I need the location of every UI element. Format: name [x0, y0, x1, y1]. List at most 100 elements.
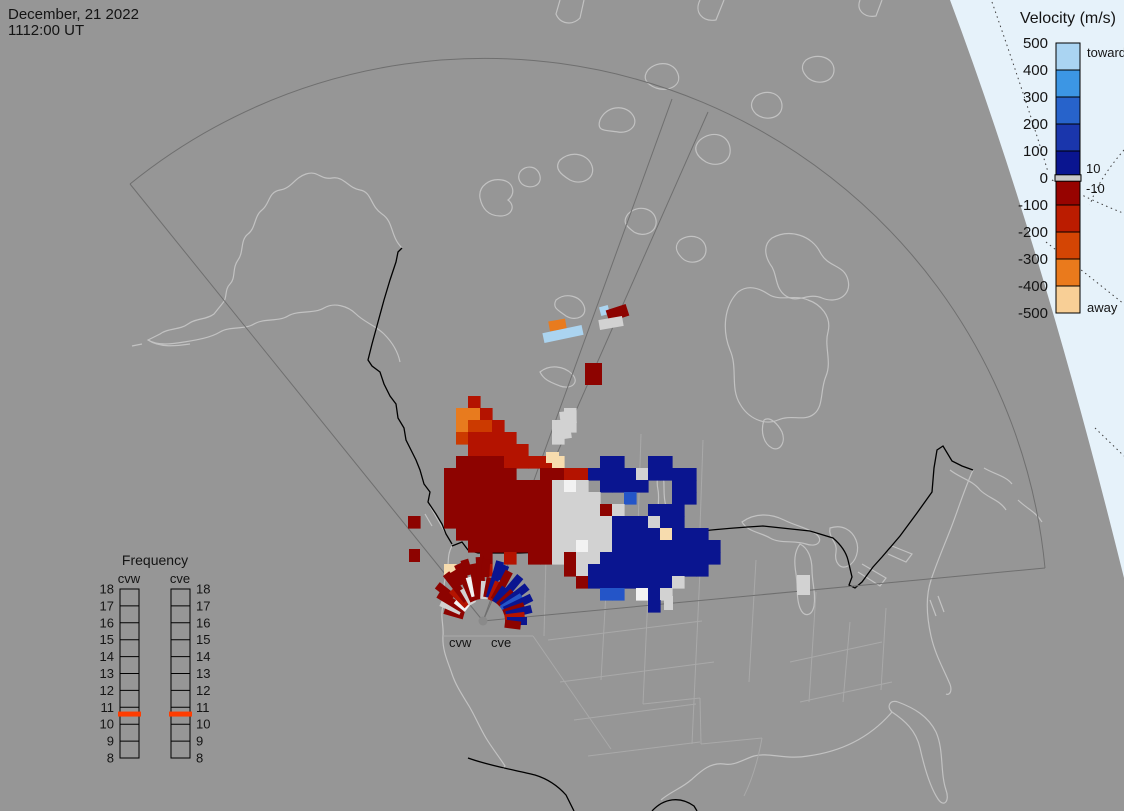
velocity-cell [576, 552, 589, 565]
arctic-island [479, 179, 514, 217]
velocity-cell [600, 564, 613, 577]
velocity-cell [480, 504, 493, 517]
velocity-cell [696, 564, 709, 577]
velocity-cell [444, 516, 457, 529]
arctic-island [644, 63, 680, 90]
velocity-cell [612, 540, 625, 553]
velocity-cell [612, 552, 625, 565]
velocity-cell [552, 528, 565, 541]
velocity-cell [456, 480, 469, 493]
pacific-coast [441, 545, 506, 770]
texas-gulf-coast [651, 799, 698, 811]
velocity-cell [408, 516, 421, 529]
velocity-cell [492, 540, 505, 553]
velocity-cell [600, 552, 613, 565]
velocity-cell [492, 516, 505, 529]
velocity-cell [480, 480, 493, 493]
velocity-legend: Velocity (m/s) 500 400 300 200 100 0 -100 -200 -… [1018, 10, 1124, 322]
velocity-cell [504, 468, 517, 481]
velocity-cell [480, 420, 493, 433]
velocity-tick-label: 200 [1023, 116, 1048, 133]
frequency-tick-label: 9 [196, 734, 203, 749]
velocity-cell [564, 540, 577, 553]
velocity-cell [600, 504, 613, 517]
velocity-cell [528, 552, 541, 565]
velocity-tick-label: -300 [1018, 251, 1048, 268]
velocity-colorbar-segment [1055, 285, 1081, 314]
near-range-streaks-layer [434, 556, 534, 630]
velocity-cell [540, 468, 553, 481]
velocity-cell [552, 540, 565, 553]
alaska-yukon-border [367, 247, 453, 545]
velocity-colorbar-segment [1055, 42, 1081, 71]
frequency-tick-label: 9 [107, 734, 114, 749]
baffin-island [765, 233, 850, 301]
velocity-cell [600, 456, 613, 469]
velocity-cell [456, 504, 469, 517]
velocity-cell [636, 480, 649, 493]
velocity-cell [636, 552, 649, 565]
fov-outer-arc [129, 57, 1046, 569]
velocity-cell [612, 528, 625, 541]
velocity-cell [636, 576, 649, 589]
alaska-coastline [146, 172, 403, 363]
velocity-cell [576, 468, 589, 481]
top-edge-island [555, 0, 585, 24]
lake-ontario [887, 545, 913, 563]
frequency-tick-label: 12 [100, 683, 114, 698]
velocity-tick-label: -400 [1018, 278, 1048, 295]
fov-left-edge [129, 183, 484, 622]
frequency-tick-label: 8 [107, 751, 114, 766]
velocity-cell [636, 468, 649, 481]
velocity-cell [456, 492, 469, 505]
velocity-cell [456, 432, 469, 445]
velocity-cell [548, 318, 567, 332]
velocity-cell [672, 504, 685, 517]
frequency-legend-title: Frequency [122, 552, 188, 568]
velocity-cell [797, 575, 810, 595]
velocity-cell [552, 468, 565, 481]
velocity-cell [672, 492, 685, 505]
velocity-cell [559, 409, 577, 426]
velocity-cell [564, 492, 577, 505]
velocity-cell [492, 456, 505, 469]
frequency-tick-label: 11 [101, 700, 115, 715]
velocity-cell [576, 504, 589, 517]
velocity-cell [576, 564, 589, 577]
velocity-cell [468, 444, 481, 457]
velocity-cell [504, 504, 517, 517]
arctic-island [675, 235, 707, 263]
velocity-cell [516, 492, 529, 505]
velocity-tick-label: 100 [1023, 143, 1048, 160]
frequency-tick-label: 8 [196, 751, 203, 766]
velocity-cell [542, 324, 584, 344]
near-range-streak [495, 563, 510, 582]
arctic-island [750, 91, 783, 119]
velocity-cell [540, 504, 553, 517]
state-border [547, 620, 703, 641]
velocity-cell [504, 492, 517, 505]
velocity-cell [648, 540, 661, 553]
velocity-cell [480, 456, 493, 469]
velocity-cell [612, 504, 625, 517]
velocity-cell [468, 456, 481, 469]
velocity-cell [456, 516, 469, 529]
velocity-cell [492, 504, 505, 517]
velocity-cell [672, 540, 685, 553]
velocity-cell [504, 456, 517, 469]
velocity-cell [588, 504, 601, 517]
state-border [799, 681, 893, 703]
velocity-cell [612, 588, 625, 601]
state-border [573, 703, 697, 721]
radar-site-dot [478, 616, 488, 626]
velocity-cell [456, 528, 469, 541]
arctic-island [598, 107, 636, 133]
state-borders [443, 433, 893, 797]
velocity-cell [516, 540, 529, 553]
velocity-cell [684, 480, 697, 493]
state-border [842, 621, 851, 703]
frequency-tick-label: 15 [196, 632, 210, 647]
velocity-cell [546, 452, 559, 463]
velocity-cell [540, 480, 553, 493]
velocity-cell [636, 564, 649, 577]
